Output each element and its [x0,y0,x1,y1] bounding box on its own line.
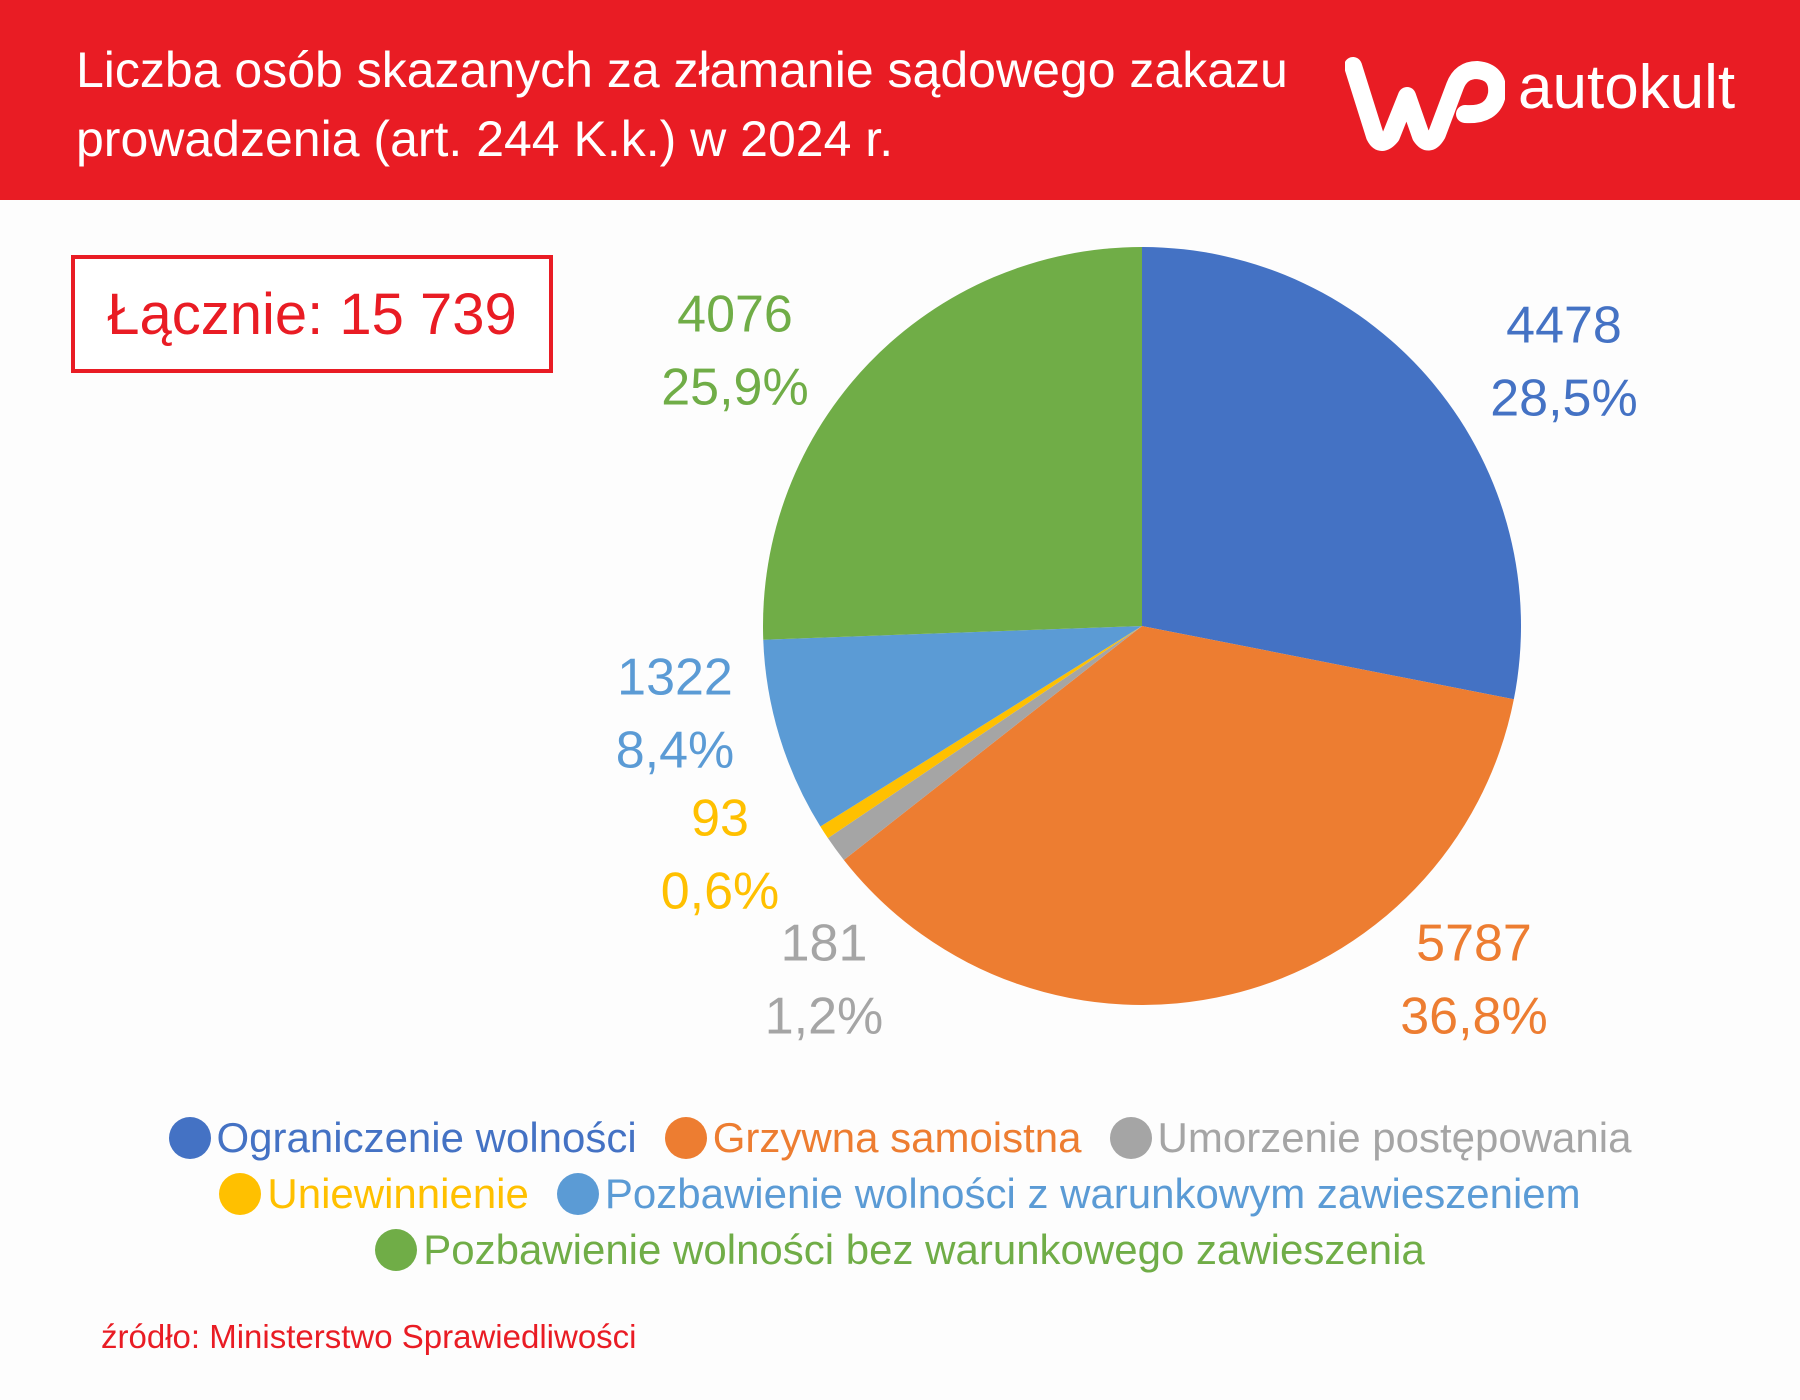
legend-marker [375,1229,418,1271]
pie-slice [763,626,1142,827]
source: źródło: Ministerstwo Sprawiedliwości [101,1318,637,1355]
legend-row: Ograniczenie wolności Grzywna samoistna Um… [0,1110,1800,1166]
legend-marker [219,1173,262,1215]
legend-label: Grzywna samoistna [712,1114,1082,1161]
share-label: 8,4% [616,722,735,780]
share-label: 1,2% [765,988,884,1046]
chart-title: Liczba osób skazanych za złamanie sądowe… [76,42,1288,167]
share-label: 25,9% [661,359,808,417]
pie-slice [820,626,1142,839]
legend-item: Grzywna samoistna [664,1114,1082,1162]
pie-chart: 4478 28,5% 5787 36,8% 181 1,2% 93 0,6% 1322 8,4% 4… [616,247,1638,1046]
legend-label: Pozbawienie wolności bez warunkowego zaw… [423,1226,1425,1273]
value-label: 1322 [617,649,733,707]
legend-item: Pozbawienie wolności bez warunkowego zaw… [375,1226,1425,1274]
legend-row: Pozbawienie wolności bez warunkowego zaw… [0,1222,1800,1278]
pie-slice [1142,247,1521,700]
value-label: 5787 [1416,915,1532,973]
share-label: 0,6% [661,863,780,921]
legend-row: Uniewinnienie Pozbawienie wolności z waru… [0,1166,1800,1222]
legend-label: Ograniczenie wolności [216,1114,637,1161]
legend-label: Umorzenie postępowania [1157,1114,1632,1161]
legend-marker [556,1173,599,1215]
legend-item: Ograniczenie wolności [168,1114,637,1162]
legend-label: Uniewinnienie [267,1170,529,1217]
legend-marker [664,1117,707,1159]
legend-item: Pozbawienie wolności z warunkowym zawies… [556,1170,1581,1218]
header: Liczba osób skazanych za złamanie sądowe… [0,0,1800,200]
share-label: 28,5% [1490,370,1637,428]
brand: autokult [1518,53,1736,122]
legend: Ograniczenie wolności Grzywna samoistna Um… [0,1110,1800,1278]
logo [1345,57,1505,151]
total-label: Łącznie: 15 739 [71,255,553,373]
pie-slice [762,247,1142,640]
share-label: 36,8% [1400,988,1547,1046]
legend-marker [168,1117,211,1159]
value-label: 93 [691,790,749,848]
legend-item: Uniewinnienie [219,1170,529,1218]
pie-slice [827,626,1142,860]
value-label: 4076 [677,286,793,344]
value-label: 4478 [1506,297,1622,355]
legend-item: Umorzenie postępowania [1109,1114,1632,1162]
legend-label: Pozbawienie wolności z warunkowym zawies… [604,1170,1581,1217]
legend-marker [1109,1117,1152,1159]
pie-slice [843,626,1514,1006]
value-label: 181 [781,915,868,973]
